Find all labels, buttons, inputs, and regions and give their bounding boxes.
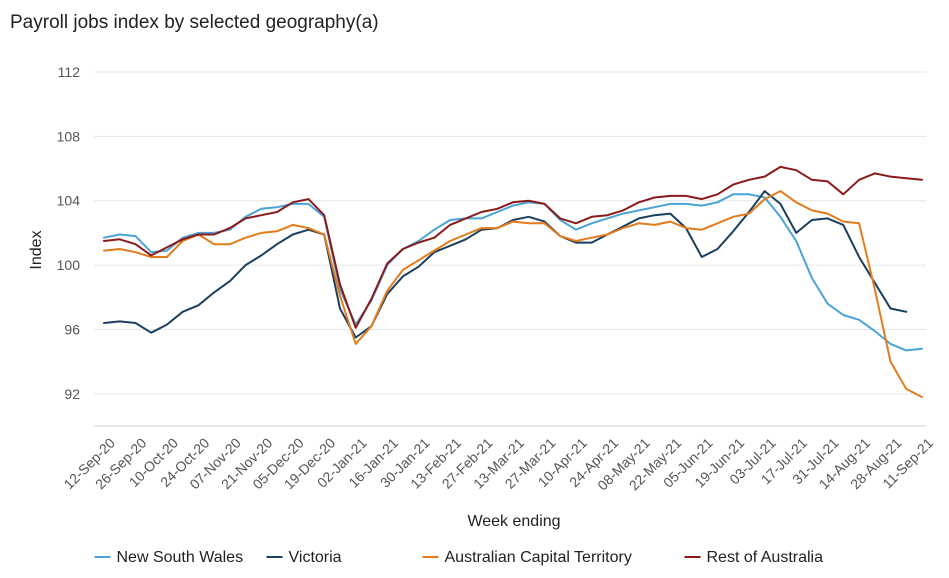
x-axis-ticks: 12-Sep-2026-Sep-2010-Oct-2024-Oct-2007-N… (60, 435, 936, 494)
series-line-new-south-wales (103, 193, 923, 352)
legend-item: Rest of Australia (684, 549, 824, 566)
legend: New South Wales Victoria Australian Capita… (94, 549, 824, 566)
legend-label: Victoria (289, 549, 342, 566)
legend-label: New South Wales (117, 549, 244, 566)
series-line-victoria (103, 190, 908, 339)
legend-item: New South Wales (94, 549, 244, 566)
gridlines (94, 71, 926, 427)
chart-title: Payroll jobs index by selected geography… (10, 12, 379, 33)
y-axis-label: Index (28, 230, 45, 269)
series-line-rest-of-australia (103, 165, 923, 329)
series-lines (103, 165, 923, 398)
legend-item: Australian Capital Territory (422, 549, 632, 566)
y-tick-label: 100 (57, 257, 81, 273)
legend-label: Rest of Australia (707, 549, 824, 566)
y-tick-label: 108 (57, 128, 81, 144)
y-tick-label: 96 (64, 321, 80, 337)
legend-item: Victoria (266, 549, 342, 566)
y-tick-label: 92 (64, 386, 80, 402)
y-tick-label: 104 (57, 193, 81, 209)
series-line-australian-capital-territory (103, 190, 923, 398)
y-axis-ticks: 92 96 100 104 108 112 (57, 64, 81, 402)
x-axis-label: Week ending (467, 513, 560, 530)
legend-label: Australian Capital Territory (445, 549, 632, 566)
y-tick-label: 112 (58, 64, 81, 80)
